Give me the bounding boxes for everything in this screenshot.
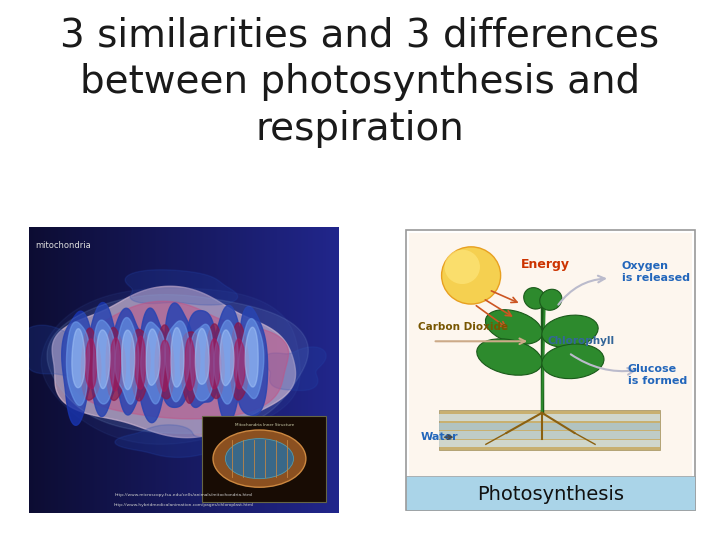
Polygon shape: [212, 305, 243, 422]
Polygon shape: [125, 270, 238, 305]
Polygon shape: [96, 330, 110, 389]
Polygon shape: [81, 328, 101, 400]
Polygon shape: [110, 338, 121, 391]
Text: 3 similarities and 3 differences
between photosynthesis and
respiration: 3 similarities and 3 differences between…: [60, 16, 660, 148]
Polygon shape: [230, 323, 248, 400]
Text: Oxygen
is released: Oxygen is released: [621, 261, 690, 283]
Ellipse shape: [540, 289, 562, 310]
Polygon shape: [190, 324, 214, 401]
Polygon shape: [93, 320, 115, 404]
Polygon shape: [138, 308, 170, 423]
Bar: [409, 233, 693, 476]
Polygon shape: [234, 339, 246, 389]
Ellipse shape: [542, 315, 598, 347]
Ellipse shape: [213, 430, 306, 487]
Polygon shape: [122, 330, 135, 390]
Polygon shape: [220, 330, 234, 386]
Bar: [438, 440, 660, 447]
Text: Carbon Dioxide: Carbon Dioxide: [418, 322, 508, 332]
Polygon shape: [214, 320, 238, 404]
Bar: [438, 431, 660, 438]
Polygon shape: [140, 322, 165, 404]
Text: Water: Water: [421, 432, 459, 442]
Ellipse shape: [485, 309, 542, 345]
Polygon shape: [205, 324, 224, 399]
Polygon shape: [112, 308, 148, 415]
Polygon shape: [245, 327, 258, 387]
Polygon shape: [184, 338, 196, 390]
Polygon shape: [160, 340, 171, 392]
Polygon shape: [72, 329, 85, 388]
Polygon shape: [209, 339, 220, 389]
Polygon shape: [135, 336, 145, 389]
Polygon shape: [237, 306, 268, 415]
Polygon shape: [186, 310, 218, 408]
Polygon shape: [62, 311, 94, 426]
Polygon shape: [85, 339, 96, 389]
Bar: [438, 414, 660, 421]
Bar: [438, 410, 660, 450]
Text: http://www.hybridmedicalanimation.com/pages/chloroplast.html: http://www.hybridmedicalanimation.com/pa…: [114, 503, 253, 507]
Polygon shape: [263, 347, 326, 390]
Polygon shape: [146, 329, 160, 386]
Circle shape: [444, 249, 480, 284]
Text: Mitochondria Inner Structure: Mitochondria Inner Structure: [235, 423, 294, 427]
Polygon shape: [165, 321, 190, 402]
Text: http://www.microscopy.fsu.edu/cells/animals/mitochondria.html: http://www.microscopy.fsu.edu/cells/anim…: [114, 493, 253, 497]
Polygon shape: [66, 301, 289, 419]
Polygon shape: [41, 288, 300, 444]
Polygon shape: [180, 332, 199, 403]
Polygon shape: [106, 327, 125, 400]
Polygon shape: [47, 295, 308, 434]
Polygon shape: [195, 328, 210, 384]
Bar: [406, 476, 696, 510]
Circle shape: [441, 247, 500, 304]
Polygon shape: [155, 325, 174, 399]
Polygon shape: [161, 303, 194, 407]
Polygon shape: [52, 286, 295, 437]
Text: Energy: Energy: [521, 258, 570, 271]
Text: Chlorophyll: Chlorophyll: [548, 336, 615, 346]
Polygon shape: [66, 322, 89, 406]
Ellipse shape: [477, 339, 542, 375]
Bar: [202, 416, 326, 502]
Polygon shape: [115, 318, 139, 404]
Text: Glucose
is formed: Glucose is formed: [628, 364, 687, 386]
Polygon shape: [22, 325, 92, 376]
Ellipse shape: [542, 344, 604, 379]
Ellipse shape: [523, 288, 546, 309]
Text: mitochondria: mitochondria: [35, 241, 91, 250]
Polygon shape: [87, 302, 120, 416]
Polygon shape: [130, 329, 150, 401]
Polygon shape: [238, 319, 264, 399]
Polygon shape: [171, 328, 184, 387]
Ellipse shape: [225, 438, 294, 478]
Text: Photosynthesis: Photosynthesis: [477, 485, 624, 504]
Bar: [438, 423, 660, 430]
Polygon shape: [115, 425, 228, 457]
